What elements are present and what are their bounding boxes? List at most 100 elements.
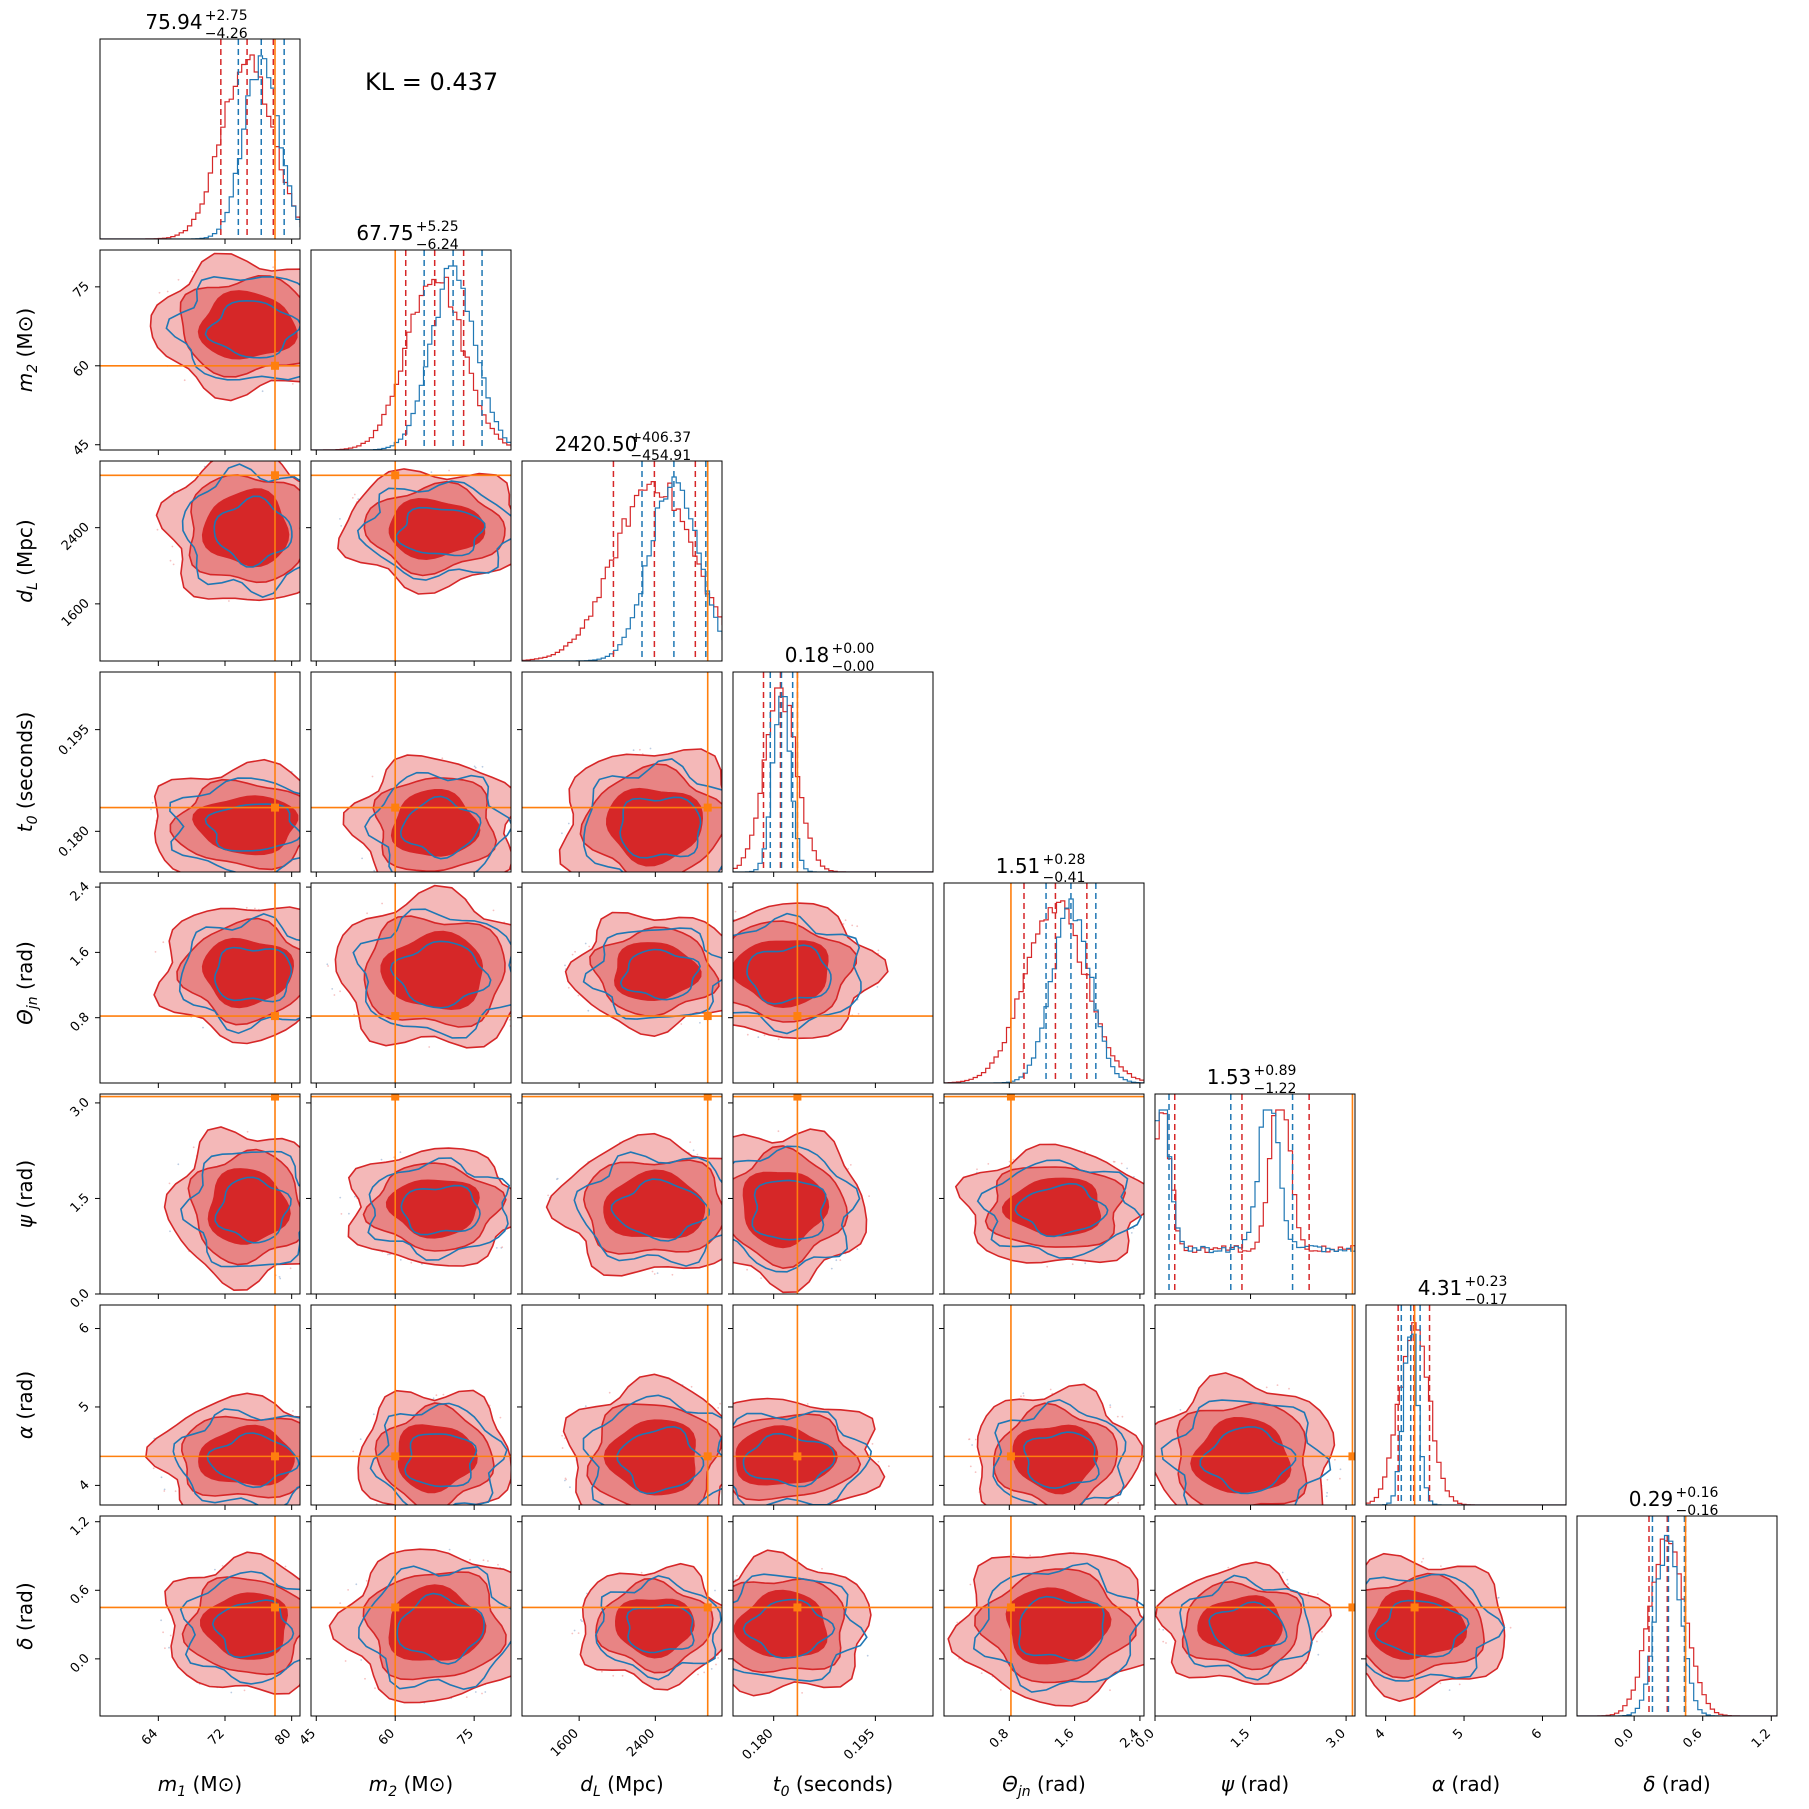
- sample-point: [714, 878, 716, 880]
- sample-point: [1197, 1520, 1199, 1522]
- sample-point: [638, 899, 640, 901]
- sample-point: [1183, 1513, 1185, 1515]
- panel-title-t0: 0.18 +0.00 −0.00: [785, 641, 875, 675]
- sample-point: [700, 880, 702, 882]
- sample-point: [329, 961, 331, 963]
- x-tick-label-delta: 0.6: [1680, 1726, 1705, 1751]
- sample-point: [289, 1267, 292, 1270]
- title-median: 1.53: [1207, 1065, 1252, 1089]
- sample-point: [1049, 1388, 1052, 1391]
- panel-content: [1155, 1305, 1355, 1522]
- title-plus: +5.25: [416, 219, 459, 235]
- sample-point: [876, 986, 879, 988]
- panel-content: [1155, 1094, 1355, 1294]
- sample-point: [725, 1595, 727, 1597]
- sample-point: [366, 912, 368, 915]
- sample-point: [1120, 1162, 1123, 1165]
- panel-content: [100, 883, 331, 1083]
- label-main: m: [13, 373, 37, 392]
- y-tick-label-alpha: 4: [76, 1478, 92, 1494]
- contour-panel-dL-t0: [521, 671, 747, 901]
- sample-point: [1162, 1640, 1165, 1643]
- sample-point: [680, 1023, 683, 1025]
- sample-point: [359, 1438, 362, 1441]
- sample-point: [652, 879, 654, 881]
- sample-point: [183, 379, 186, 382]
- sample-point: [317, 502, 319, 504]
- y-axis-label-alpha: α (rad): [13, 1371, 37, 1439]
- sample-point: [177, 1163, 180, 1166]
- kl-annotation: KL = 0.437: [365, 68, 498, 96]
- sample-point: [513, 1207, 515, 1209]
- sample-point: [316, 1228, 318, 1230]
- sample-point: [150, 808, 152, 811]
- sample-point: [316, 935, 318, 937]
- sample-point: [974, 1438, 977, 1441]
- sample-point: [633, 1512, 635, 1514]
- sample-point: [571, 1632, 574, 1635]
- truth-marker: [271, 1094, 279, 1101]
- contour-outer-b: [356, 480, 511, 581]
- sample-point: [344, 1660, 347, 1662]
- label-unit: (Mpc): [13, 519, 37, 582]
- sample-point: [501, 1246, 504, 1249]
- sample-point: [547, 1194, 549, 1197]
- sample-point: [513, 1002, 515, 1004]
- sample-point: [160, 1619, 163, 1622]
- sample-point: [329, 315, 331, 317]
- sample-point: [730, 1196, 732, 1198]
- sample-point: [241, 1513, 243, 1515]
- sample-point: [417, 1523, 419, 1525]
- sample-point: [621, 1674, 624, 1677]
- sample-point: [344, 344, 346, 346]
- sample-point: [174, 1490, 177, 1493]
- panel-frame: [943, 1304, 1145, 1506]
- sample-point: [313, 1498, 315, 1500]
- contour-panel-m1-delta: [99, 1515, 303, 1717]
- sample-point: [303, 1197, 305, 1199]
- sample-point: [745, 811, 747, 813]
- sample-point: [365, 1579, 368, 1582]
- sample-point: [243, 1689, 246, 1692]
- sample-point: [1321, 1630, 1323, 1633]
- sample-point: [1335, 1648, 1337, 1650]
- sample-point: [168, 1646, 170, 1649]
- sample-point: [301, 1427, 303, 1429]
- hist-series-b: [1577, 1534, 1777, 1716]
- contour-panel-m2-psi: [310, 1093, 515, 1295]
- title-minus: −0.00: [832, 659, 875, 675]
- sample-point: [1084, 1150, 1086, 1153]
- truth-marker: [271, 471, 279, 480]
- hist-panel-psi: 1.53 +0.89 −1.22: [1154, 1063, 1356, 1295]
- hist-series-b: [733, 695, 933, 872]
- sample-point: [1281, 1571, 1284, 1574]
- sample-point: [839, 1259, 842, 1261]
- sample-point: [563, 1437, 566, 1440]
- label-sub: jn: [25, 996, 41, 1011]
- sample-point: [361, 857, 363, 860]
- panel-content: [311, 250, 511, 450]
- sample-point: [301, 1605, 303, 1607]
- y-tick-label-delta: 1.2: [68, 1514, 93, 1539]
- truth-marker: [391, 471, 400, 480]
- sample-point: [726, 871, 728, 873]
- sample-point: [326, 813, 328, 815]
- sample-point: [729, 1256, 731, 1258]
- sample-point: [306, 1168, 308, 1170]
- panel-frame: [1154, 1515, 1356, 1717]
- sample-point: [347, 1589, 349, 1591]
- contour-panel-m2-thjn: [310, 882, 537, 1084]
- panel-content: [522, 883, 722, 1083]
- label-sub: 0: [25, 815, 41, 824]
- sample-point: [1021, 1514, 1023, 1516]
- x-tick-label-m1: 64: [139, 1726, 161, 1748]
- panel-title-m1: 75.94 +2.75 −4.26: [145, 8, 247, 42]
- sample-point: [1346, 1602, 1348, 1604]
- contour-inner-b: [742, 1598, 836, 1659]
- sample-point: [169, 559, 172, 562]
- sample-point: [535, 950, 537, 952]
- sample-point: [1420, 1561, 1423, 1563]
- sample-point: [323, 490, 325, 492]
- contour-inner-b: [399, 795, 482, 860]
- sample-point: [584, 1405, 587, 1407]
